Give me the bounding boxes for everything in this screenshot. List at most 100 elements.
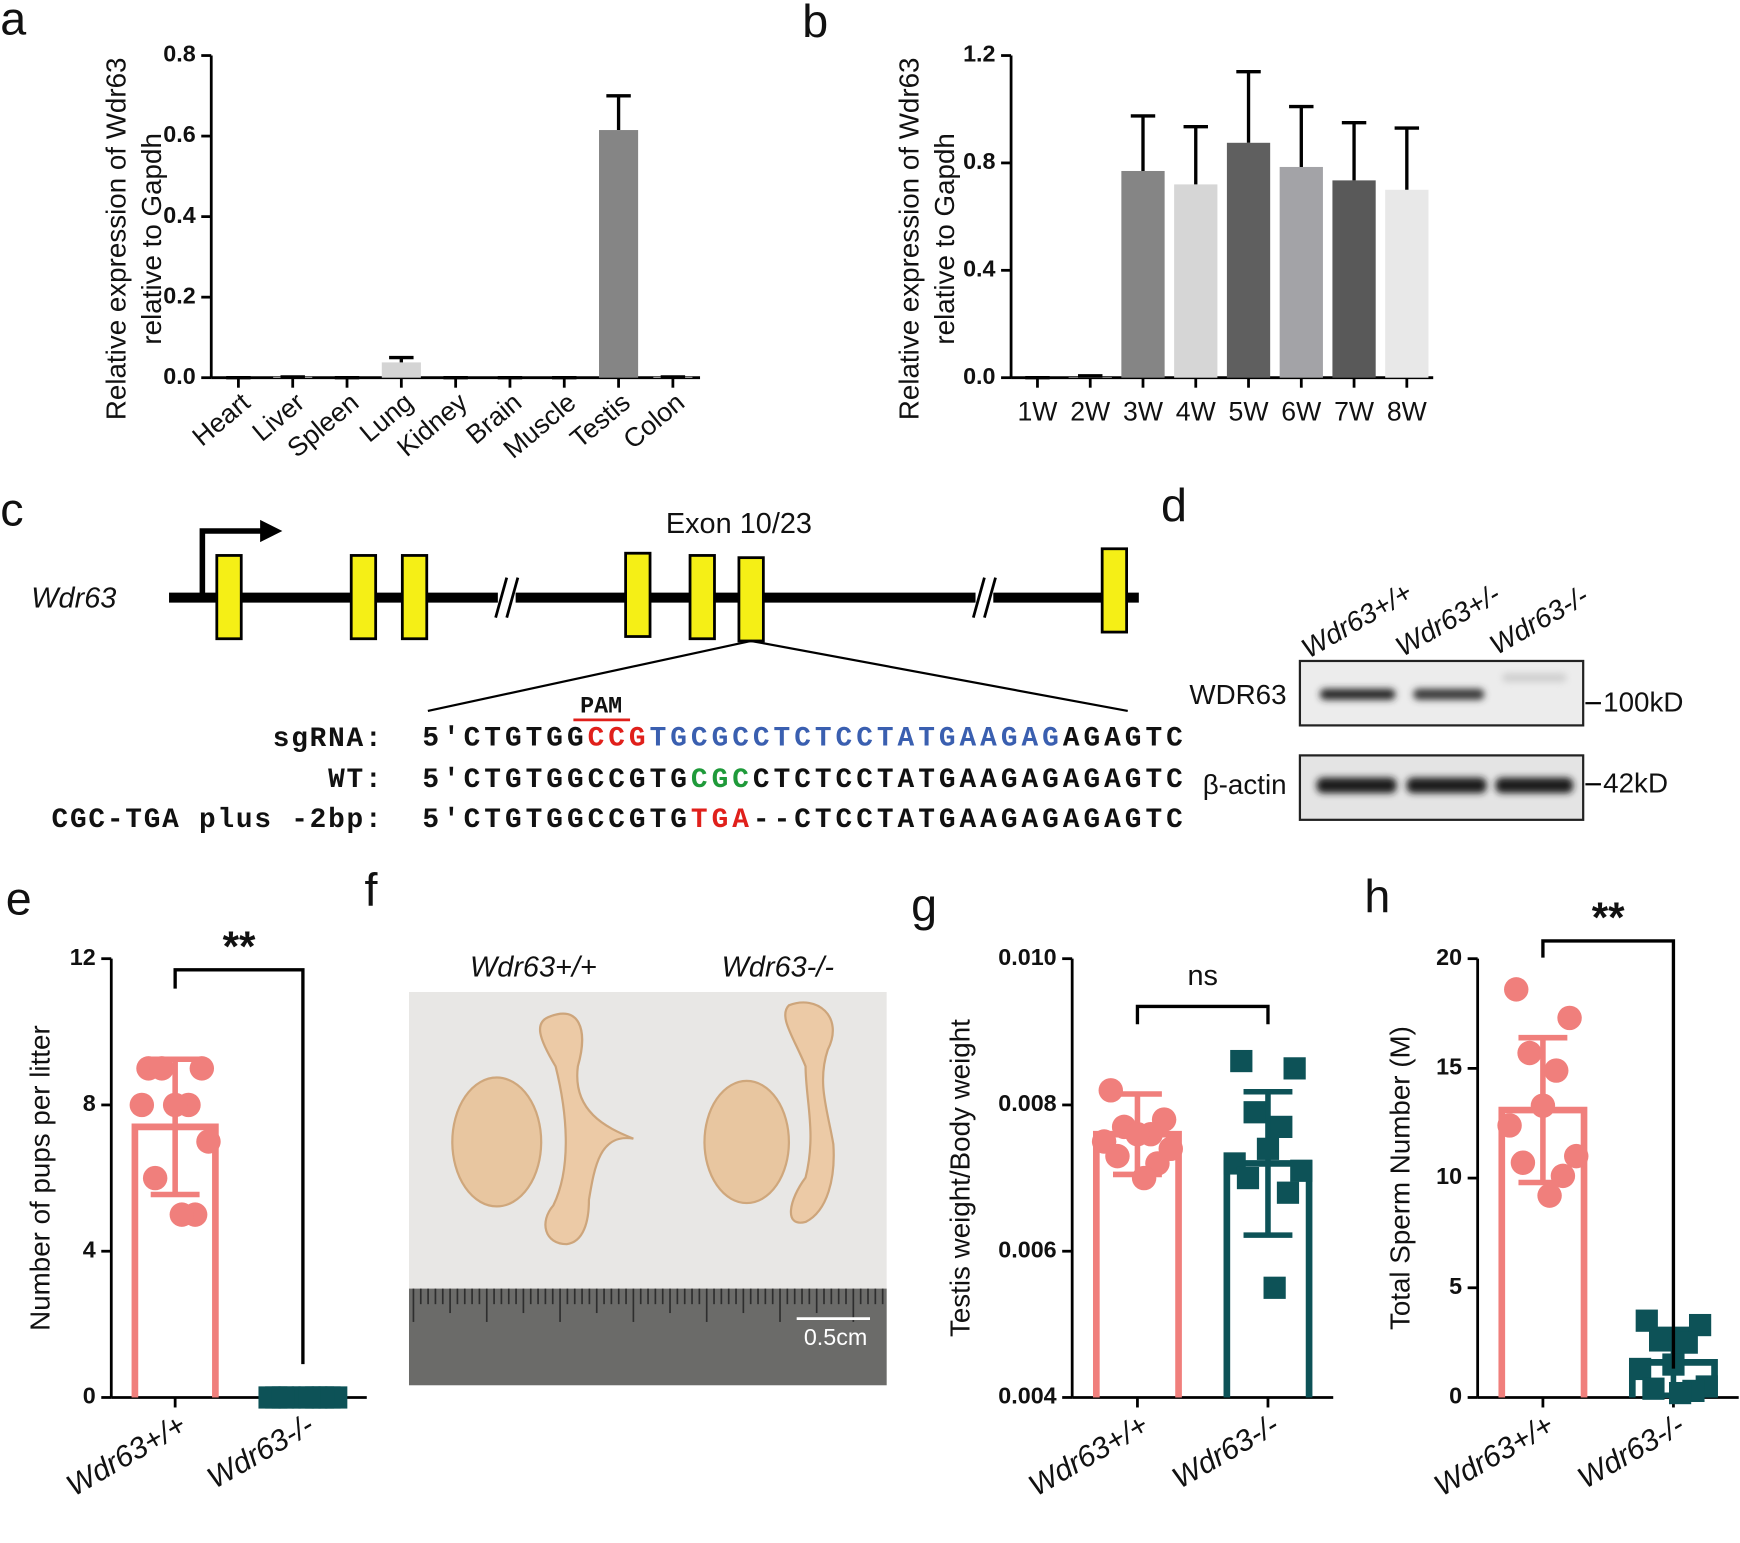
data-point	[1668, 1381, 1692, 1405]
testis	[703, 1079, 791, 1205]
zoom-line	[427, 639, 752, 713]
error-bar	[606, 94, 631, 131]
sequence-segment: CCG	[588, 724, 650, 755]
data-point	[298, 1386, 321, 1409]
sequence-segment: TGA	[691, 805, 753, 836]
data-point	[1263, 1276, 1286, 1299]
x-tick-label: Colon	[618, 387, 691, 455]
error-bar	[1289, 104, 1314, 167]
error-bar	[389, 355, 414, 363]
data-point	[1243, 1101, 1266, 1124]
y-tick-label: 0.004	[998, 1383, 1056, 1409]
sequence-segment: 5'CTGTGGCCGTG	[422, 805, 691, 836]
x-tick-label: Wdr63-/-	[202, 1408, 320, 1495]
sequence-segment: TGCGCCTCTCCTATGAAGAG	[650, 724, 1063, 755]
exon	[688, 554, 716, 641]
chart: 0.004 0.006 0.008 0.010 Testis weight/Body w…	[945, 944, 1334, 1503]
zoom-line	[750, 639, 1128, 713]
data-point	[1688, 1313, 1712, 1337]
x-tick-label: 4W	[1176, 396, 1217, 426]
x-tick-label: 1W	[1017, 396, 1058, 426]
photo-label: Wdr63+/+	[470, 951, 597, 983]
bar	[1174, 184, 1218, 378]
western-blot: Wdr63+/+ Wdr63+/- Wdr63-/- WDR63 β-actin…	[1189, 576, 1683, 821]
y-axis-label: relative to Gapdh	[929, 133, 960, 344]
pam-label: PAM	[580, 695, 622, 721]
promoter-arrow	[199, 528, 265, 598]
bar	[1226, 142, 1271, 378]
exon	[215, 554, 243, 641]
sequence: 5'CTGTGGCCGTGTGA--CTCCTATGAAGAGAGAGTC	[422, 805, 1186, 836]
data-point	[1276, 1181, 1300, 1204]
panel-letter: g	[911, 879, 937, 931]
sequence-label: WT:	[328, 765, 383, 796]
data-point	[1517, 1040, 1542, 1066]
significance-bracket	[173, 968, 305, 1365]
y-tick-label: 20	[1436, 944, 1462, 970]
data-point	[1510, 1150, 1536, 1175]
significance-label: ns	[1187, 960, 1218, 992]
y-tick-label: 0	[83, 1383, 96, 1409]
data-point	[1230, 1049, 1253, 1073]
x-tick-label: 5W	[1229, 396, 1270, 426]
band	[1502, 673, 1567, 683]
scale-bar-label: 0.5cm	[804, 1324, 867, 1350]
y-tick-label: 0.8	[963, 148, 995, 174]
break-mark	[971, 577, 986, 619]
data-point	[1642, 1377, 1665, 1400]
data-point	[1530, 1093, 1556, 1118]
data-point	[1550, 1163, 1576, 1189]
y-tick-label: 0.6	[163, 121, 195, 147]
sequence-label: CGC-TGA plus -2bp:	[52, 805, 384, 836]
photo-label: Wdr63-/-	[722, 951, 834, 983]
y-tick-label: 4	[83, 1236, 96, 1262]
testis	[451, 1076, 543, 1208]
y-axis-label: relative to Gapdh	[136, 133, 167, 344]
sequence-segment: --CTCCTATGAAGAGAGAGTC	[753, 805, 1187, 836]
x-tick-label: Testis	[564, 387, 635, 454]
error-bar	[1183, 125, 1208, 185]
y-tick-label: 0.0	[963, 363, 995, 389]
x-tick-label: 6W	[1281, 396, 1322, 426]
bar	[381, 362, 421, 378]
data-point	[1497, 1113, 1522, 1138]
data-point	[1629, 1357, 1652, 1381]
data-point	[1256, 1137, 1280, 1160]
x-tick-label: Wdr63+/+	[61, 1408, 192, 1502]
panel-letter: d	[1161, 479, 1187, 531]
data-point	[189, 1056, 215, 1081]
bar	[1385, 189, 1429, 378]
band	[1406, 777, 1487, 794]
y-tick-label: 8	[83, 1090, 96, 1116]
y-tick-label: 0.8	[163, 41, 195, 67]
sequence-label: sgRNA:	[273, 724, 384, 755]
exon-label: Exon 10/23	[666, 508, 812, 540]
y-tick-label: 0.2	[163, 282, 195, 308]
x-tick-label: Wdr63-/-	[1572, 1408, 1690, 1495]
y-tick-label: 0.0	[163, 363, 195, 389]
y-tick-label: 0.006	[998, 1236, 1056, 1262]
protein-label: WDR63	[1189, 679, 1286, 710]
y-tick-label: 10	[1436, 1163, 1462, 1189]
x-tick-label: Wdr63-/-	[1167, 1408, 1285, 1495]
x-tick-label: Wdr63+/+	[1429, 1408, 1560, 1502]
y-tick-label: 0.4	[963, 255, 995, 281]
epididymis	[784, 1001, 835, 1224]
x-tick-label: 8W	[1387, 396, 1428, 426]
panel-letter: b	[802, 0, 828, 47]
data-point	[1504, 977, 1529, 1002]
band	[1495, 777, 1574, 794]
data-point	[1131, 1165, 1157, 1191]
data-point	[1557, 1005, 1582, 1031]
data-point	[1544, 1058, 1569, 1083]
y-axis-label: Total Sperm Number (M)	[1384, 1026, 1415, 1330]
y-tick-label: 0	[1449, 1383, 1462, 1409]
protein-label: β-actin	[1203, 769, 1287, 800]
error-bar	[1341, 120, 1367, 181]
significance-label: **	[1592, 894, 1625, 941]
break-mark	[494, 577, 509, 619]
break-marks	[494, 577, 997, 619]
band	[1319, 688, 1396, 700]
error-bar	[1078, 374, 1103, 378]
data-point	[149, 1056, 175, 1081]
